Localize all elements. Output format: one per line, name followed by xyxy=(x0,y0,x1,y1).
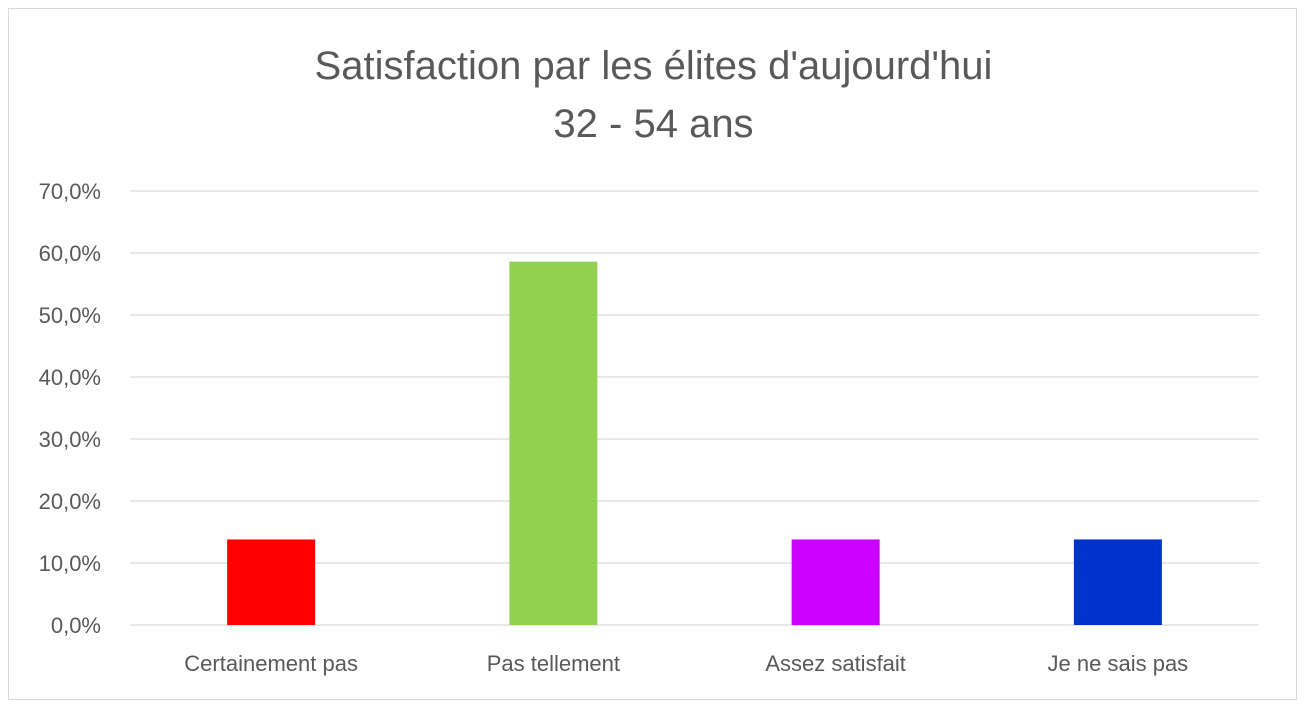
bar xyxy=(227,539,316,625)
chart-title-line-1: Satisfaction par les élites d'aujourd'hu… xyxy=(314,44,993,88)
y-tick-label: 30,0% xyxy=(39,427,101,452)
y-tick-label: 20,0% xyxy=(39,489,101,514)
y-tick-label: 50,0% xyxy=(39,303,101,328)
y-tick-label: 60,0% xyxy=(39,241,101,266)
y-tick-label: 10,0% xyxy=(39,551,101,576)
y-tick-label: 0,0% xyxy=(51,613,101,638)
bar xyxy=(509,261,598,625)
y-tick-label: 40,0% xyxy=(39,365,101,390)
bar xyxy=(791,539,880,625)
x-category-label: Pas tellement xyxy=(487,651,620,676)
y-tick-label: 70,0% xyxy=(39,179,101,204)
x-category-label: Assez satisfait xyxy=(765,651,906,676)
x-category-label: Je ne sais pas xyxy=(1048,651,1189,676)
x-category-label: Certainement pas xyxy=(184,651,358,676)
chart-title-line-2: 32 - 54 ans xyxy=(553,102,754,146)
bar xyxy=(1073,539,1162,625)
